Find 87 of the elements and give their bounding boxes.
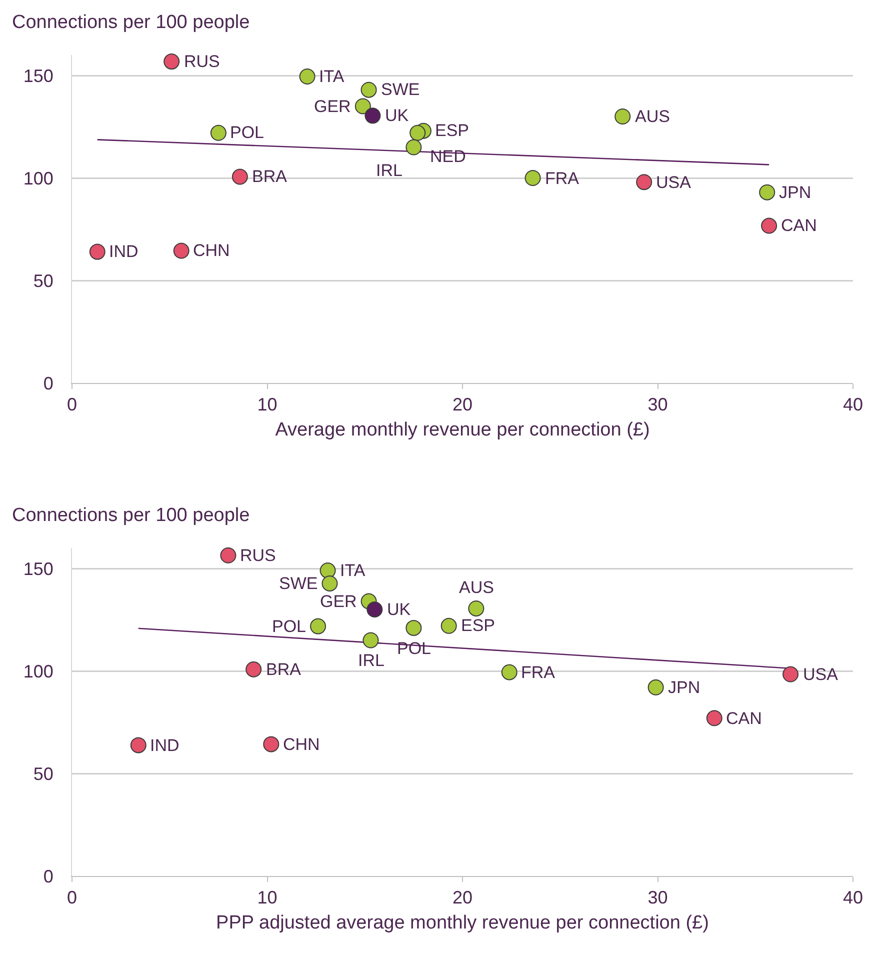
point xyxy=(246,661,262,678)
point xyxy=(782,666,799,682)
x-tick-label: 40 xyxy=(842,394,864,415)
annotation: POL xyxy=(230,123,264,142)
annotation: IND xyxy=(150,736,180,755)
point xyxy=(220,547,236,564)
point xyxy=(130,737,146,754)
point xyxy=(354,98,371,114)
x-tick-label: 30 xyxy=(648,888,668,908)
annotation: ITA xyxy=(319,67,345,86)
annotation: GER xyxy=(320,592,357,611)
annotation: BRA xyxy=(266,660,302,679)
point xyxy=(362,632,379,648)
y-tick-label: 0 xyxy=(43,373,54,394)
annotation: SWE xyxy=(381,80,420,99)
point xyxy=(468,600,484,616)
annotation: UK xyxy=(385,106,410,125)
annotation: FRA xyxy=(521,663,556,682)
y-tick-label: 100 xyxy=(23,168,54,188)
x-tick-label: 10 xyxy=(257,888,278,908)
point xyxy=(360,82,377,98)
y-axis-title: Connections per 100 people xyxy=(12,12,250,33)
point xyxy=(299,68,316,85)
annotation: CAN xyxy=(726,709,762,728)
point xyxy=(406,139,422,156)
x-axis-title: Average monthly revenue per connection (£) xyxy=(275,419,650,440)
point xyxy=(210,124,226,141)
y-tick-label: 100 xyxy=(23,661,54,682)
y-axis-title: Connections per 100 people xyxy=(12,505,250,526)
x-tick-label: 30 xyxy=(648,394,668,415)
point xyxy=(524,170,541,186)
point xyxy=(648,679,664,696)
annotation: CAN xyxy=(781,216,817,235)
annotation: JPN xyxy=(668,678,700,697)
y-tick-label: 0 xyxy=(43,866,54,886)
point xyxy=(614,108,631,124)
y-tick-label: 50 xyxy=(33,764,54,784)
annotation: GER xyxy=(314,97,351,116)
point xyxy=(440,618,457,634)
x-tick-label: 40 xyxy=(842,888,864,908)
annotation: FRA xyxy=(545,169,580,188)
point xyxy=(759,184,776,200)
point xyxy=(322,575,338,592)
annotation: ITA xyxy=(340,561,366,580)
annotation: SWE xyxy=(279,574,318,593)
point xyxy=(406,620,422,636)
annotation: USA xyxy=(656,173,692,192)
point xyxy=(164,54,180,70)
point xyxy=(364,108,381,124)
point xyxy=(410,124,426,141)
point xyxy=(706,710,722,726)
point xyxy=(320,562,336,579)
point xyxy=(761,218,778,234)
point xyxy=(636,174,652,190)
annotation: ESP xyxy=(435,121,470,140)
annotation: JPN xyxy=(779,183,812,202)
annotation: USA xyxy=(803,665,839,684)
annotation: CHN xyxy=(283,735,320,754)
annotation: AUS xyxy=(459,578,494,597)
point xyxy=(89,244,106,260)
annotation: ESP xyxy=(461,616,496,635)
point xyxy=(263,736,280,752)
annotation: IRL xyxy=(376,161,402,180)
point xyxy=(232,168,248,185)
annotation: CHN xyxy=(193,241,230,260)
x-tick-label: 20 xyxy=(452,394,473,415)
point xyxy=(310,618,326,634)
annotation: NED xyxy=(430,147,466,166)
annotation: RUS xyxy=(184,52,220,71)
point xyxy=(501,664,518,680)
annotation: IND xyxy=(109,242,138,261)
y-tick-label: 150 xyxy=(23,558,54,579)
annotation: POL xyxy=(272,617,306,636)
point xyxy=(366,602,383,618)
x-tick-label: 0 xyxy=(66,394,78,415)
y-tick-label: 150 xyxy=(23,66,54,86)
y-tick-label: 50 xyxy=(33,270,54,291)
annotation: RUS xyxy=(240,546,276,565)
point xyxy=(173,242,190,259)
annotation: IRL xyxy=(358,651,384,670)
annotation: AUS xyxy=(635,107,670,126)
x-axis-title: PPP adjusted average monthly revenue per connection (£) xyxy=(216,912,709,934)
annotation: BRA xyxy=(252,167,288,186)
x-tick-label: 10 xyxy=(257,394,278,415)
annotation: UK xyxy=(387,600,412,619)
x-tick-label: 20 xyxy=(452,888,473,908)
x-tick-label: 0 xyxy=(66,888,78,908)
